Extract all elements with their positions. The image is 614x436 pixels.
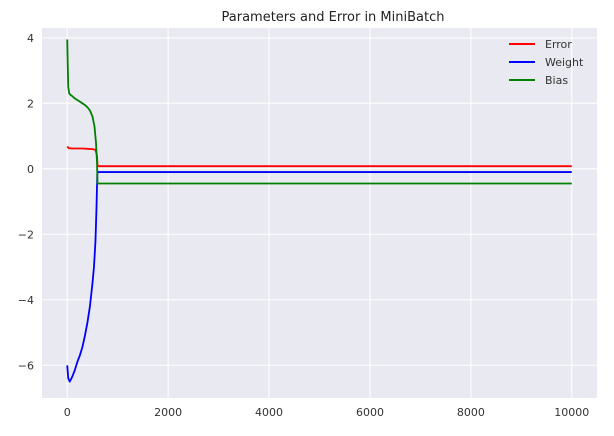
y-tick-label: −4: [18, 294, 34, 307]
chart-title: Parameters and Error in MiniBatch: [222, 10, 445, 25]
legend-label-weight: Weight: [545, 56, 584, 69]
x-tick-label: 4000: [255, 406, 283, 419]
x-tick-label: 0: [64, 406, 71, 419]
x-tick-label: 2000: [154, 406, 182, 419]
plot-area: [42, 28, 597, 398]
y-tick-label: −6: [18, 359, 34, 372]
grid: [42, 28, 597, 398]
y-tick-label: −2: [18, 228, 34, 241]
y-tick-label: 4: [27, 32, 34, 45]
x-axis: 0 2000 4000 6000 8000 10000: [64, 406, 590, 419]
y-axis: −6 −4 −2 0 2 4: [18, 32, 34, 372]
series-line-bias: [66, 39, 572, 185]
legend-label-bias: Bias: [545, 74, 568, 87]
y-tick-label: 2: [27, 97, 34, 110]
x-tick-label: 6000: [356, 406, 384, 419]
y-tick-label: 0: [27, 163, 34, 176]
x-tick-label: 10000: [554, 406, 589, 419]
x-tick-label: 8000: [457, 406, 485, 419]
legend-label-error: Error: [545, 38, 572, 51]
series-layer: [66, 39, 572, 383]
series-line-weight: [66, 171, 572, 383]
legend: Error Weight Bias: [509, 38, 584, 87]
